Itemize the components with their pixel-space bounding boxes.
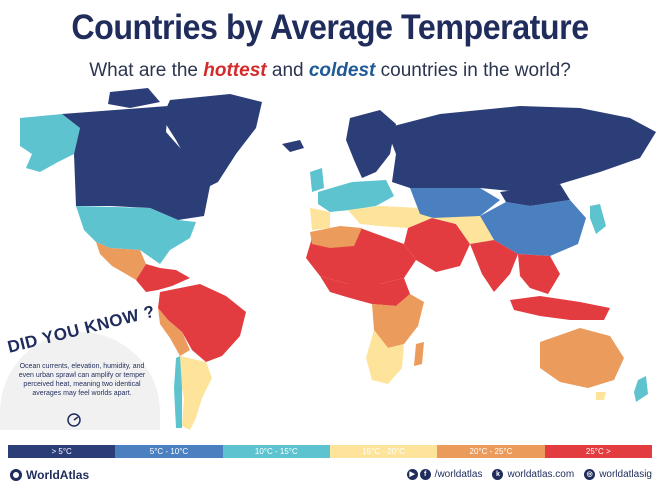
social-links: ▶ f /worldatlas k worldatlas.com ◎ world… [397, 469, 652, 480]
region-iberia [310, 208, 330, 230]
region-andes [158, 308, 190, 356]
facebook-icon: f [419, 469, 431, 480]
legend-item: 20°C - 25°C [437, 445, 545, 458]
legend-item: 5°C - 10°C [115, 445, 223, 458]
region-central-america [136, 264, 190, 292]
region-mexico [96, 242, 146, 280]
region-russia [386, 106, 656, 192]
region-arctic-islands [108, 88, 160, 108]
region-india [470, 240, 518, 292]
subtitle-hottest: hottest [203, 60, 267, 81]
did-you-know-panel: DID YOU KNOW ? Ocean currents, elevation… [0, 302, 160, 430]
map-subtitle: What are the hottest and coldest countri… [89, 60, 571, 81]
region-indonesia [510, 296, 610, 320]
region-chile [174, 356, 182, 428]
legend-item: 15°C - 20°C [329, 445, 438, 458]
region-middle-east [404, 218, 470, 272]
region-china [480, 200, 586, 256]
social-handle-3: worldatlasig [599, 469, 652, 480]
region-maghreb [310, 226, 362, 248]
brand-logo[interactable]: WorldAtlas [10, 468, 89, 482]
region-usa [76, 206, 196, 264]
region-alaska [20, 114, 80, 172]
region-southern-africa [366, 330, 404, 384]
social-facebook-link[interactable]: ▶ f /worldatlas [406, 469, 483, 480]
region-east-africa [372, 294, 424, 348]
region-new-zealand [634, 376, 648, 402]
temperature-legend: > 5°C 5°C - 10°C 10°C - 15°C 15°C - 20°C 20°… [8, 445, 652, 458]
region-southern-cone [180, 356, 212, 430]
instagram-icon: ◎ [584, 469, 596, 480]
region-tasmania [596, 392, 606, 400]
social-handle-2: worldatlas.com [507, 469, 575, 480]
region-mongolia [500, 184, 570, 206]
region-iceland [282, 140, 304, 152]
globe-icon [10, 469, 22, 481]
did-you-know-text: Ocean currents, elevation, humidity, and… [18, 363, 146, 397]
region-central-asia [410, 188, 500, 220]
legend-item: 10°C - 15°C [222, 445, 330, 458]
region-canada [62, 106, 210, 220]
link-icon: k [492, 469, 504, 480]
footer: WorldAtlas ▶ f /worldatlas k worldatlas.… [0, 466, 660, 486]
region-west-africa [320, 276, 410, 306]
map-title: Countries by Average Temperature [71, 8, 589, 47]
region-uk [310, 168, 324, 192]
brand-name: WorldAtlas [26, 468, 90, 482]
region-iran [432, 216, 494, 244]
region-se-asia [518, 254, 560, 294]
social-instagram-link[interactable]: ◎ worldatlasig [584, 469, 652, 480]
world-temperature-map [20, 88, 656, 430]
region-madagascar [414, 342, 424, 366]
region-brazil-north [158, 284, 246, 362]
play-icon: ▶ [406, 469, 418, 480]
region-scandinavia [346, 110, 396, 178]
social-website-link[interactable]: k worldatlas.com [492, 469, 574, 480]
gauge-icon [67, 413, 81, 427]
legend-item: > 5°C [8, 445, 116, 458]
region-mediterranean [348, 206, 432, 228]
region-greenland [162, 94, 262, 190]
legend-item: 25°C > [544, 445, 652, 458]
region-europe [318, 180, 394, 212]
subtitle-coldest: coldest [308, 60, 376, 81]
social-handle-1: /worldatlas [434, 469, 483, 480]
region-japan [590, 204, 606, 234]
region-australia [540, 328, 624, 388]
